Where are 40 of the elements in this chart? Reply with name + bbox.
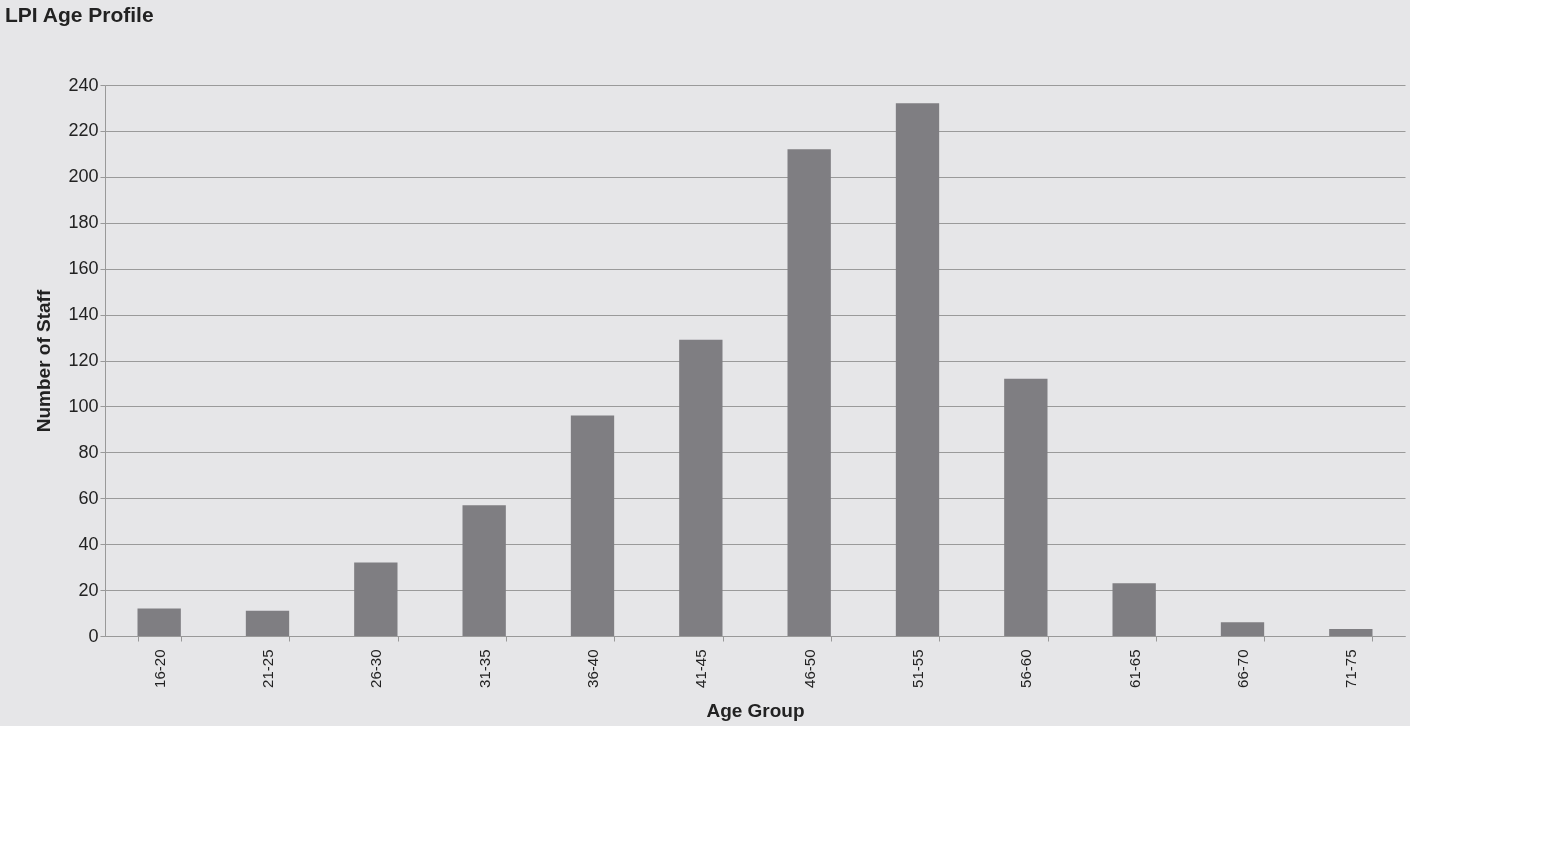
bar [679,339,723,636]
y-tick-label: 0 [88,625,99,646]
x-tick-label: 56-60 [1017,649,1035,688]
x-tick-label: 16-20 [150,649,168,688]
bar [1112,583,1156,636]
y-tick-label: 120 [68,350,99,370]
bar [1220,622,1265,636]
x-tick-label: 61-65 [1125,649,1143,688]
x-axis-title: Age Group [706,699,805,721]
x-tick-label: 31-35 [475,649,493,688]
y-tick-label: 240 [68,74,99,95]
bar [895,103,940,636]
x-tick-label: 41-45 [692,649,710,688]
bar [1329,629,1373,636]
bar [245,610,290,636]
y-tick-label: 220 [68,120,99,141]
y-tick-label: 180 [68,212,99,233]
y-tick-label: 100 [68,395,99,416]
x-tick-label: 51-55 [909,649,926,688]
bar [1004,378,1048,636]
bar [354,562,398,636]
y-tick-label: 200 [68,166,99,187]
y-tick-label: 140 [68,304,99,325]
y-tick-label: 60 [78,487,99,508]
x-tick-label: 66-70 [1234,649,1251,688]
chart-title: LPI Age Profile [5,3,154,26]
bar [570,415,615,636]
y-axis-title: Number of Staff [33,289,55,433]
x-tick-label: 46-50 [800,649,818,688]
x-tick-label: 26-30 [367,649,385,688]
bar [462,505,506,636]
y-tick-label: 20 [78,579,99,600]
y-tick-label: 80 [78,441,99,462]
bar [787,149,831,636]
bar [137,608,181,636]
x-tick-label: 21-25 [259,649,276,688]
y-tick-label: 160 [68,258,99,279]
x-tick-label: 71-75 [1342,649,1360,688]
x-tick-label: 36-40 [584,649,601,688]
y-tick-label: 40 [78,533,99,554]
